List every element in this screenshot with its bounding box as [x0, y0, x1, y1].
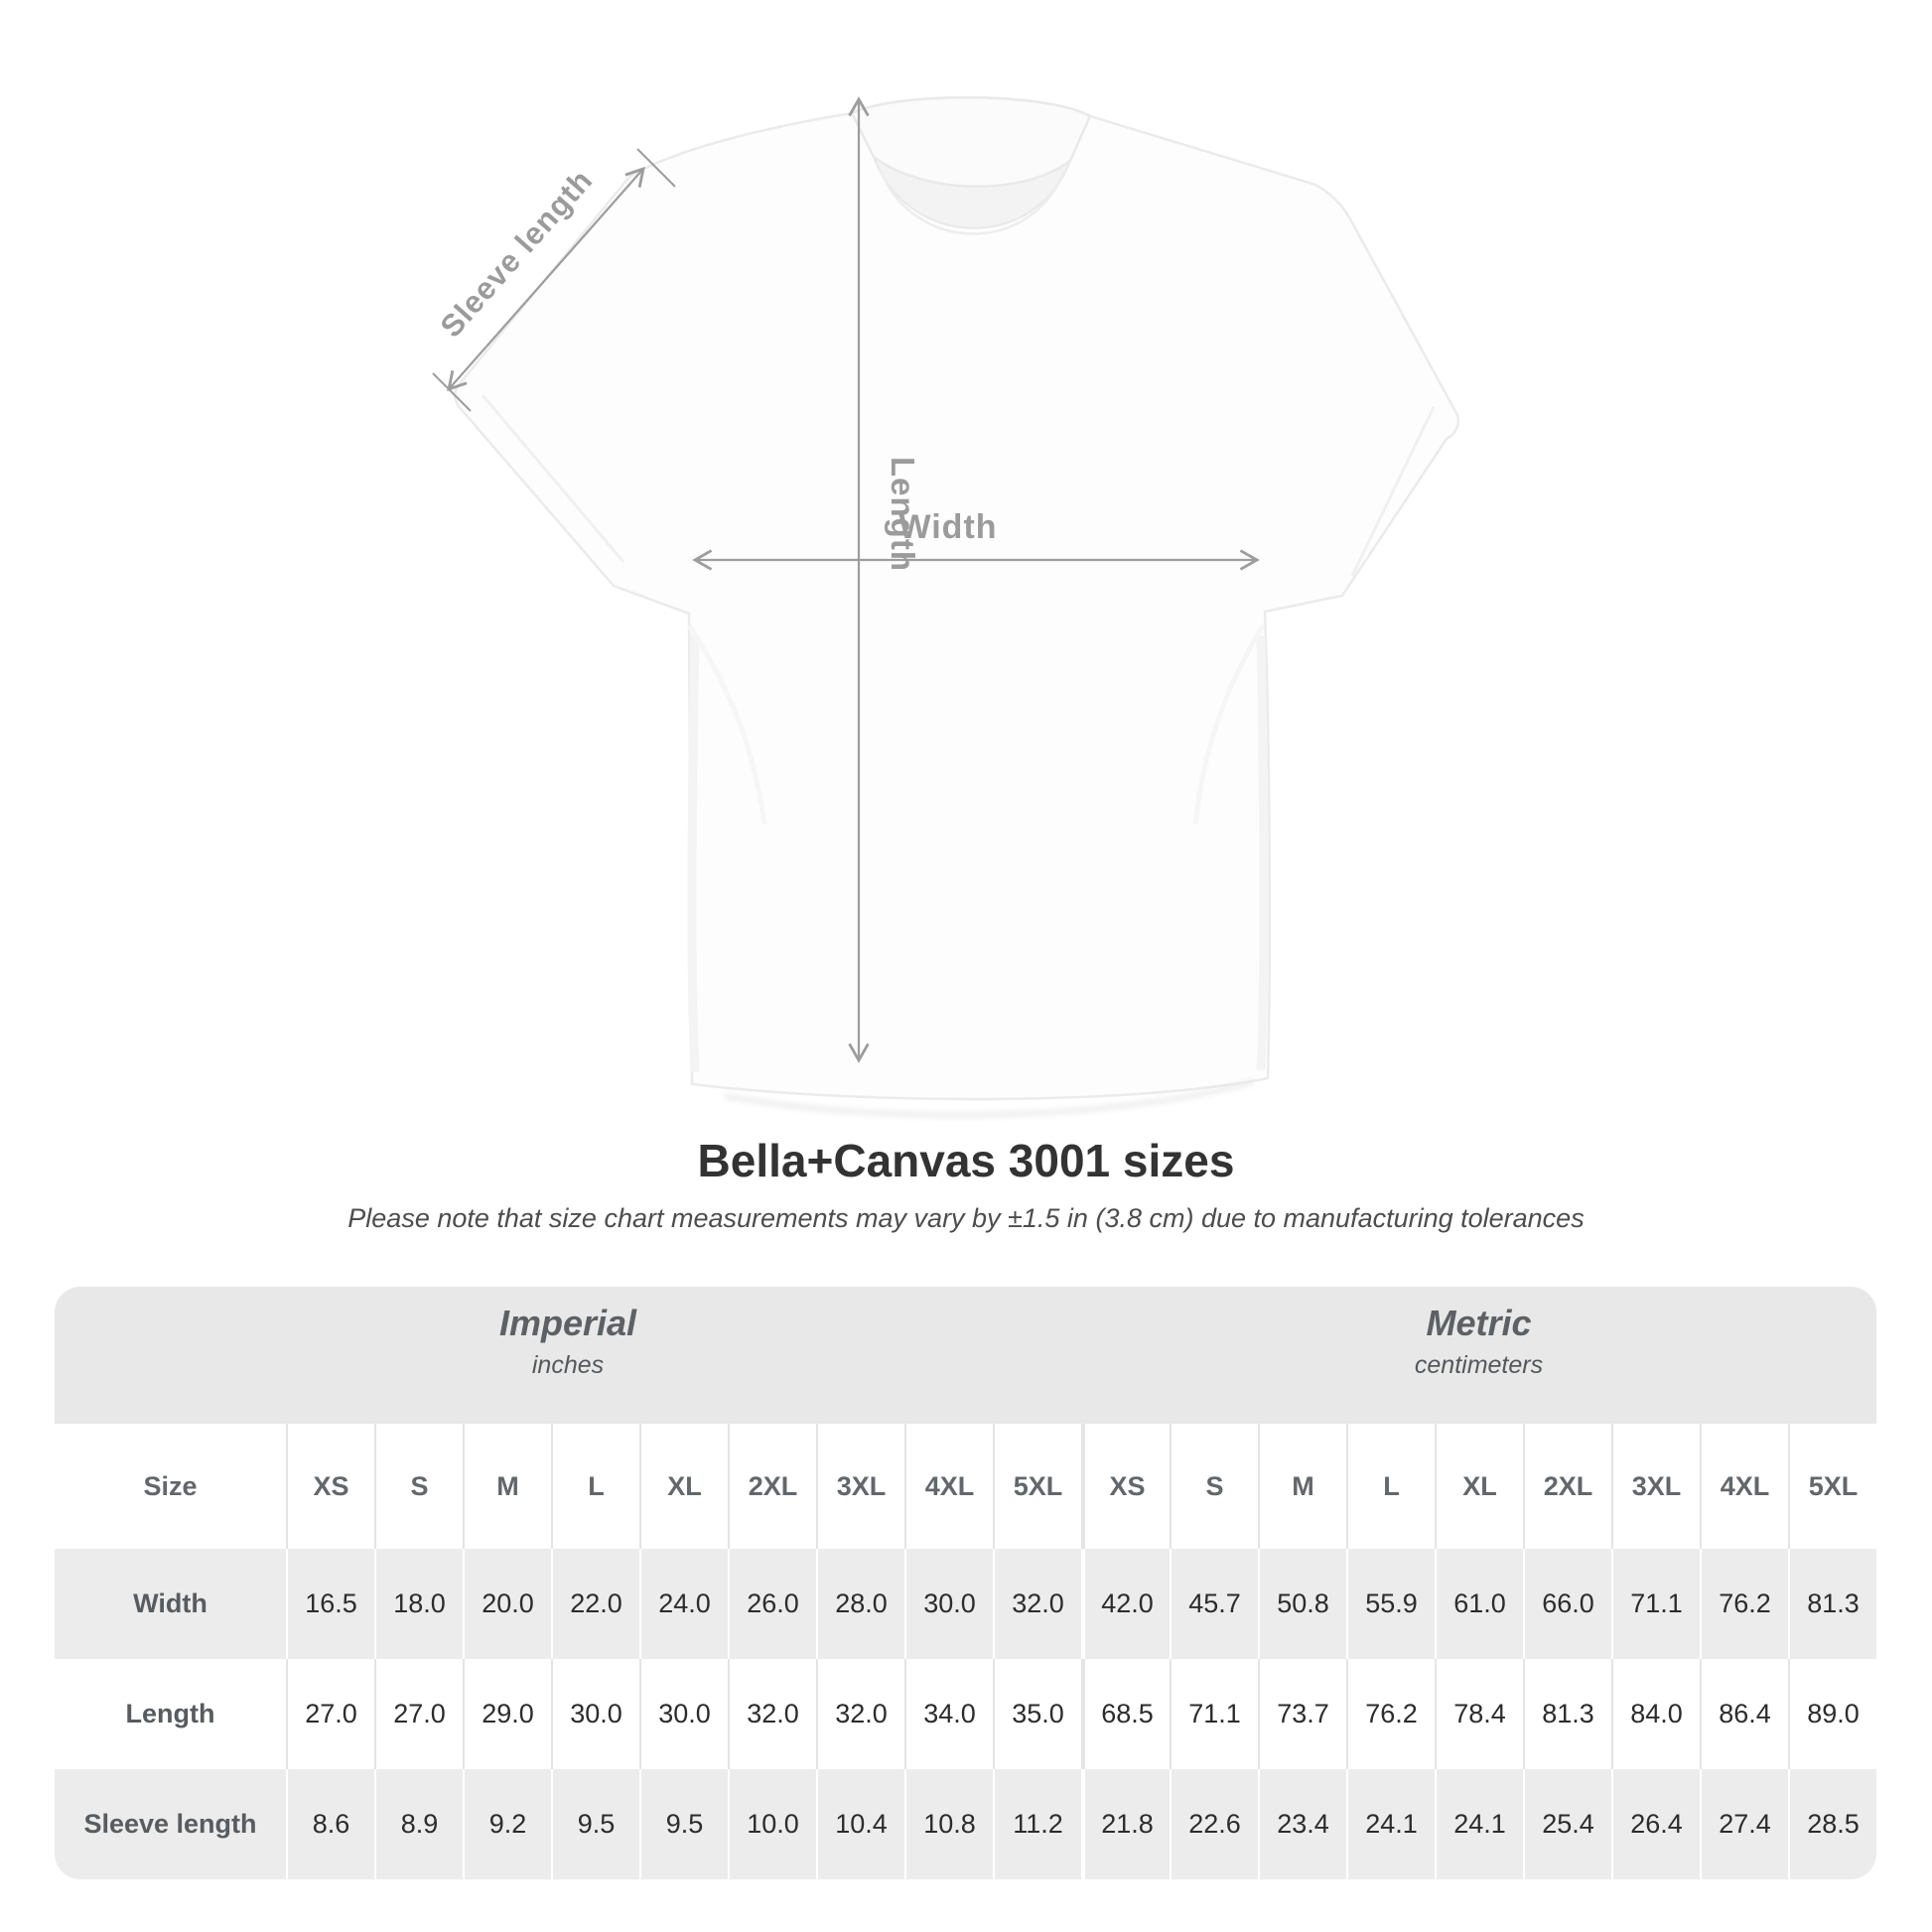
tshirt-measurement-diagram: Sleeve length Length Width [432, 96, 1460, 1118]
size-header-cell: XS [286, 1424, 374, 1549]
imperial-header: Imperial inches [55, 1287, 1081, 1424]
value-cell: 22.0 [551, 1549, 639, 1659]
table-rows: Size XS S M L XL 2XL 3XL 4XL 5XL XS S M L XL 2XL 3XL 4XL 5… [55, 1424, 1876, 1879]
page-subtitle: Please note that size chart measurements… [347, 1203, 1585, 1233]
value-cell: 27.0 [374, 1659, 463, 1769]
value-cell: 10.4 [816, 1769, 904, 1879]
metric-header: Metric centimeters [1081, 1287, 1876, 1424]
size-header-cell: 3XL [816, 1424, 904, 1549]
value-cell: 24.1 [1435, 1769, 1523, 1879]
tshirt-diagram-svg: Sleeve length Length Width [432, 96, 1460, 1118]
value-cell: 10.0 [728, 1769, 816, 1879]
value-cell: 21.8 [1081, 1769, 1170, 1879]
value-cell: 24.1 [1346, 1769, 1435, 1879]
value-cell: 30.0 [904, 1549, 993, 1659]
value-cell: 81.3 [1788, 1549, 1876, 1659]
size-header-row: Size XS S M L XL 2XL 3XL 4XL 5XL XS S M L XL 2XL 3XL 4XL 5… [55, 1424, 1876, 1549]
value-cell: 30.0 [639, 1659, 728, 1769]
row-label: Width [133, 1588, 207, 1618]
value-cell: 24.0 [639, 1549, 728, 1659]
value-cell: 81.3 [1523, 1659, 1611, 1769]
length-label: Length [885, 457, 921, 572]
value-cell: 23.4 [1258, 1769, 1346, 1879]
value-cell: 68.5 [1081, 1659, 1170, 1769]
unit-header-band: Imperial inches Metric centimeters [55, 1287, 1876, 1424]
size-header-cell: XS [1081, 1424, 1170, 1549]
value-cell: 8.6 [286, 1769, 374, 1879]
row-label: Length [125, 1699, 215, 1728]
size-header-cell: S [374, 1424, 463, 1549]
value-cell: 18.0 [374, 1549, 463, 1659]
value-cell: 16.5 [286, 1549, 374, 1659]
value-cell: 73.7 [1258, 1659, 1346, 1769]
value-cell: 8.9 [374, 1769, 463, 1879]
value-cell: 89.0 [1788, 1659, 1876, 1769]
size-header-cell: XL [639, 1424, 728, 1549]
value-cell: 61.0 [1435, 1549, 1523, 1659]
value-cell: 9.5 [551, 1769, 639, 1879]
value-cell: 34.0 [904, 1659, 993, 1769]
size-header-cell: 5XL [993, 1424, 1081, 1549]
value-cell: 84.0 [1611, 1659, 1700, 1769]
table-row: Length 27.0 27.0 29.0 30.0 30.0 32.0 32.0 34.0 35… [55, 1659, 1876, 1769]
value-cell: 76.2 [1346, 1659, 1435, 1769]
value-cell: 30.0 [551, 1659, 639, 1769]
metric-header-unit: centimeters [1414, 1351, 1544, 1380]
value-cell: 25.4 [1523, 1769, 1611, 1879]
value-cell: 50.8 [1258, 1549, 1346, 1659]
size-header-cell: 4XL [904, 1424, 993, 1549]
size-header-cell: 2XL [728, 1424, 816, 1549]
value-cell: 76.2 [1700, 1549, 1788, 1659]
size-header-cell: L [551, 1424, 639, 1549]
value-cell: 86.4 [1700, 1659, 1788, 1769]
value-cell: 28.0 [816, 1549, 904, 1659]
metric-header-title: Metric [1426, 1303, 1532, 1343]
row-label: Sleeve length [83, 1809, 257, 1839]
table-row: Width 16.5 18.0 20.0 22.0 24.0 26.0 28.0 30.0 32.… [55, 1549, 1876, 1659]
imperial-header-unit: inches [531, 1351, 605, 1380]
value-cell: 20.0 [463, 1549, 551, 1659]
value-cell: 71.1 [1611, 1549, 1700, 1659]
value-cell: 78.4 [1435, 1659, 1523, 1769]
value-cell: 42.0 [1081, 1549, 1170, 1659]
size-table: Imperial inches Metric centimeters Size X… [55, 1287, 1876, 1879]
size-header-cell: 5XL [1788, 1424, 1876, 1549]
size-header-cell: M [1258, 1424, 1346, 1549]
size-header-cell: XL [1435, 1424, 1523, 1549]
value-cell: 9.2 [463, 1769, 551, 1879]
value-cell: 28.5 [1788, 1769, 1876, 1879]
size-header-cell: M [463, 1424, 551, 1549]
size-header-cell: 4XL [1700, 1424, 1788, 1549]
value-cell: 27.4 [1700, 1769, 1788, 1879]
row-label: Size [143, 1470, 198, 1501]
value-cell: 27.0 [286, 1659, 374, 1769]
width-label: Width [898, 508, 997, 546]
sleeve-length-arrow [432, 148, 676, 412]
value-cell: 35.0 [993, 1659, 1081, 1769]
size-header-cell: S [1170, 1424, 1258, 1549]
value-cell: 32.0 [993, 1549, 1081, 1659]
value-cell: 32.0 [728, 1659, 816, 1769]
imperial-header-title: Imperial [498, 1303, 637, 1343]
value-cell: 55.9 [1346, 1549, 1435, 1659]
table-row: Sleeve length 8.6 8.9 9.2 9.5 9.5 10.0 10.4 10.8… [55, 1769, 1876, 1879]
value-cell: 22.6 [1170, 1769, 1258, 1879]
value-cell: 10.8 [904, 1769, 993, 1879]
size-header-cell: 3XL [1611, 1424, 1700, 1549]
value-cell: 11.2 [993, 1769, 1081, 1879]
tshirt-graphic [454, 96, 1460, 1118]
page-title: Bella+Canvas 3001 sizes [697, 1135, 1235, 1186]
value-cell: 71.1 [1170, 1659, 1258, 1769]
value-cell: 66.0 [1523, 1549, 1611, 1659]
value-cell: 29.0 [463, 1659, 551, 1769]
value-cell: 26.0 [728, 1549, 816, 1659]
value-cell: 26.4 [1611, 1769, 1700, 1879]
value-cell: 45.7 [1170, 1549, 1258, 1659]
value-cell: 32.0 [816, 1659, 904, 1769]
value-cell: 9.5 [639, 1769, 728, 1879]
size-header-cell: 2XL [1523, 1424, 1611, 1549]
size-header-cell: L [1346, 1424, 1435, 1549]
